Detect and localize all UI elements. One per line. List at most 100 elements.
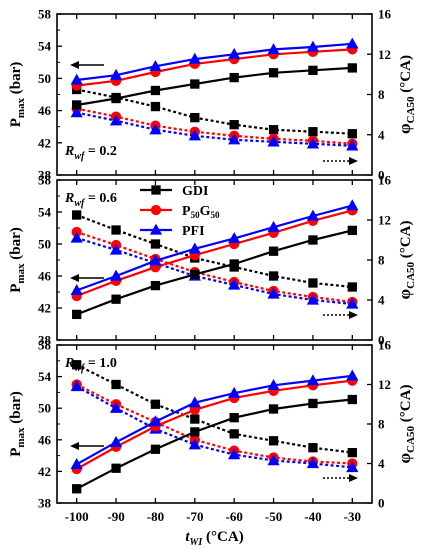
data-point-gdi-left <box>347 394 357 405</box>
data-point-gdi-right <box>347 129 357 139</box>
data-point-pfi-right <box>70 380 83 392</box>
xlabel-subscript: WI <box>189 537 203 548</box>
legend-subscript: 50 <box>210 210 220 220</box>
data-point-pfi-left <box>346 369 359 381</box>
legend-label-gdi: GDI <box>182 184 208 199</box>
data-point-gdi-left <box>190 79 200 89</box>
data-point-gdi-left <box>347 225 357 236</box>
right-tick-label: 12 <box>378 47 391 62</box>
data-point-pfi-left <box>306 374 320 386</box>
right-tick-label: 0 <box>378 333 385 348</box>
data-point-gdi-right <box>150 399 161 409</box>
left-tick-label: 46 <box>38 269 52 284</box>
data-point-pfi-left <box>149 59 162 71</box>
xlabel-unit: (°CA) <box>202 529 243 545</box>
left-tick-label: 58 <box>38 173 52 188</box>
series-line-p50g50-right <box>76 107 353 145</box>
data-point-pfi-right <box>346 461 359 473</box>
series-line-gdi-left <box>76 66 353 107</box>
data-point-pfi-left <box>267 220 280 232</box>
legend-subscript: 50 <box>191 210 201 220</box>
x-tick-label: -90 <box>107 509 124 524</box>
left-tick-label: 50 <box>38 401 51 416</box>
data-point-gdi-left <box>347 63 357 73</box>
data-point-gdi-right <box>190 414 200 424</box>
right-axis-arrow-head <box>349 311 358 319</box>
left-tick-label: 54 <box>38 369 52 384</box>
data-point-gdi-left <box>229 413 239 423</box>
data-point-pfi-left <box>149 415 162 427</box>
data-point-pfi-left <box>70 457 83 469</box>
ylabel-unit: (°CA) <box>398 221 414 262</box>
data-point-gdi-right <box>111 379 121 390</box>
ylabel-main: φ <box>395 288 414 299</box>
y-axis-label-right: φCA50 (°CA) <box>395 221 417 300</box>
data-point-pfi-left <box>346 199 359 211</box>
series-line-pfi-left <box>76 42 353 82</box>
left-tick-label: 38 <box>38 333 52 348</box>
data-point-pfi-right <box>346 297 359 309</box>
data-point-gdi-right <box>268 436 279 446</box>
panel-annotation: Rwf = 1.0 <box>64 356 117 374</box>
series-line-gdi-left <box>76 229 353 316</box>
series-line-p50g50-right <box>76 230 353 304</box>
data-point-gdi-left <box>308 398 318 409</box>
data-point-gdi-right <box>347 282 357 292</box>
series-line-gdi-left <box>76 398 353 490</box>
data-point-pfi-right <box>306 137 320 149</box>
left-tick-label: 42 <box>38 464 51 479</box>
y-axis-label-left: Pmax (bar) <box>8 227 27 293</box>
y-axis-label-left: Pmax (bar) <box>8 62 27 128</box>
ylabel-subscript: max <box>15 427 27 448</box>
data-point-pfi-right <box>109 114 123 126</box>
series-line-p50g50-left <box>76 48 353 87</box>
data-point-pfi-right <box>346 139 359 151</box>
right-tick-label: 0 <box>378 496 385 511</box>
data-point-pfi-right <box>70 106 83 118</box>
data-point-gdi-left <box>190 269 200 280</box>
data-point-gdi-left <box>72 309 82 320</box>
x-tick-label: -40 <box>304 509 321 524</box>
right-tick-label: 16 <box>378 7 392 22</box>
data-point-gdi-right <box>72 210 82 220</box>
left-tick-label: 50 <box>38 71 51 86</box>
data-point-gdi-left <box>150 444 161 454</box>
right-tick-label: 12 <box>378 377 391 392</box>
data-point-gdi-right <box>308 127 318 137</box>
series-line-gdi-right <box>76 363 353 454</box>
left-tick-label: 54 <box>38 205 52 220</box>
data-point-gdi-right <box>150 239 161 249</box>
right-tick-label: 8 <box>378 253 385 268</box>
data-point-pfi-left <box>149 254 162 266</box>
data-point-pfi-right <box>267 287 280 299</box>
data-point-gdi-right <box>190 112 200 123</box>
x-tick-label: -30 <box>344 509 361 524</box>
data-point-pfi-right <box>228 278 241 290</box>
series-line-p50g50-left <box>76 209 353 298</box>
data-point-pfi-left <box>109 68 123 80</box>
x-tick-label: -70 <box>186 509 203 524</box>
data-point-gdi-left <box>72 100 82 110</box>
left-tick-label: 54 <box>38 39 52 54</box>
ylabel-subscript: CA50 <box>405 96 417 123</box>
data-point-pfi-right <box>228 448 241 460</box>
data-point-pfi-left <box>188 52 201 64</box>
annotation-main: R <box>64 144 74 159</box>
data-point-pfi-left <box>346 37 359 49</box>
left-tick-label: 42 <box>38 135 51 150</box>
series-line-pfi-right <box>76 385 353 469</box>
annotation-main: R <box>64 356 74 371</box>
right-axis-arrow-head <box>349 474 358 482</box>
annotation-subscript: wf <box>74 151 86 162</box>
series-line-p50g50-left <box>76 379 353 470</box>
annotation-subscript: wf <box>74 198 86 209</box>
legend-label-pfi: PFI <box>182 224 205 239</box>
ylabel-main: φ <box>395 452 414 463</box>
x-tick-label: -50 <box>265 509 282 524</box>
data-point-pfi-left <box>70 73 83 85</box>
data-point-pfi-left <box>109 269 123 281</box>
panel-annotation: Rwf = 0.6 <box>64 191 117 209</box>
data-point-pfi-left <box>109 435 123 447</box>
data-point-pfi-left <box>306 40 320 52</box>
annotation-value: = 1.0 <box>84 356 116 371</box>
